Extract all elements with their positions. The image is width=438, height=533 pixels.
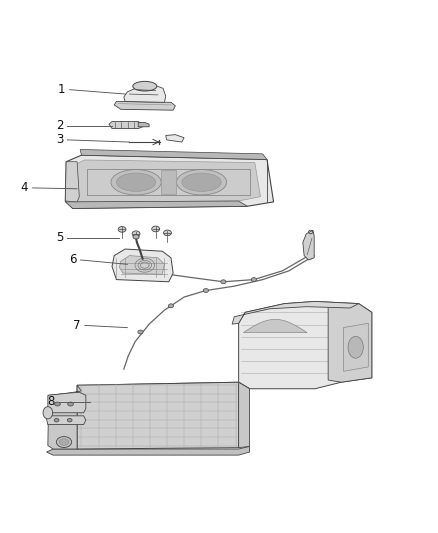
Ellipse shape (118, 227, 126, 232)
Ellipse shape (132, 231, 140, 237)
Polygon shape (161, 169, 176, 195)
Polygon shape (48, 392, 86, 413)
Polygon shape (112, 249, 173, 282)
Polygon shape (65, 161, 79, 202)
Polygon shape (239, 302, 372, 389)
Ellipse shape (348, 336, 363, 358)
Text: 4: 4 (21, 181, 28, 195)
Polygon shape (114, 101, 175, 110)
Ellipse shape (133, 82, 157, 91)
Polygon shape (328, 304, 372, 382)
Ellipse shape (55, 402, 60, 406)
Polygon shape (124, 85, 166, 102)
Polygon shape (77, 382, 239, 449)
Ellipse shape (43, 407, 53, 419)
Polygon shape (138, 123, 149, 127)
Polygon shape (48, 385, 81, 449)
Polygon shape (343, 323, 368, 372)
Polygon shape (109, 122, 145, 128)
Ellipse shape (59, 439, 69, 445)
Text: 7: 7 (73, 319, 81, 332)
Polygon shape (46, 446, 250, 455)
Polygon shape (120, 256, 164, 274)
Ellipse shape (111, 169, 161, 195)
Polygon shape (303, 230, 314, 260)
Ellipse shape (163, 230, 171, 236)
Text: 3: 3 (56, 133, 63, 147)
Ellipse shape (251, 278, 257, 281)
Polygon shape (80, 149, 267, 159)
Text: 6: 6 (69, 254, 76, 266)
Polygon shape (166, 135, 184, 142)
Ellipse shape (177, 169, 226, 195)
Text: 8: 8 (47, 395, 54, 408)
Ellipse shape (67, 418, 72, 422)
Ellipse shape (54, 418, 59, 422)
Polygon shape (77, 382, 250, 391)
Ellipse shape (68, 402, 74, 406)
Polygon shape (65, 155, 274, 208)
Ellipse shape (133, 235, 139, 239)
Ellipse shape (168, 304, 173, 308)
Text: 5: 5 (56, 231, 63, 244)
Polygon shape (73, 160, 261, 202)
Ellipse shape (57, 437, 72, 448)
Polygon shape (46, 416, 86, 425)
Text: 2: 2 (56, 119, 63, 132)
Ellipse shape (152, 226, 159, 232)
Ellipse shape (203, 288, 208, 293)
Ellipse shape (138, 330, 143, 334)
Polygon shape (239, 382, 250, 448)
Ellipse shape (182, 173, 221, 191)
Ellipse shape (117, 173, 155, 191)
Ellipse shape (221, 280, 226, 284)
Polygon shape (232, 302, 359, 324)
Text: 1: 1 (58, 83, 65, 96)
Polygon shape (65, 201, 247, 208)
